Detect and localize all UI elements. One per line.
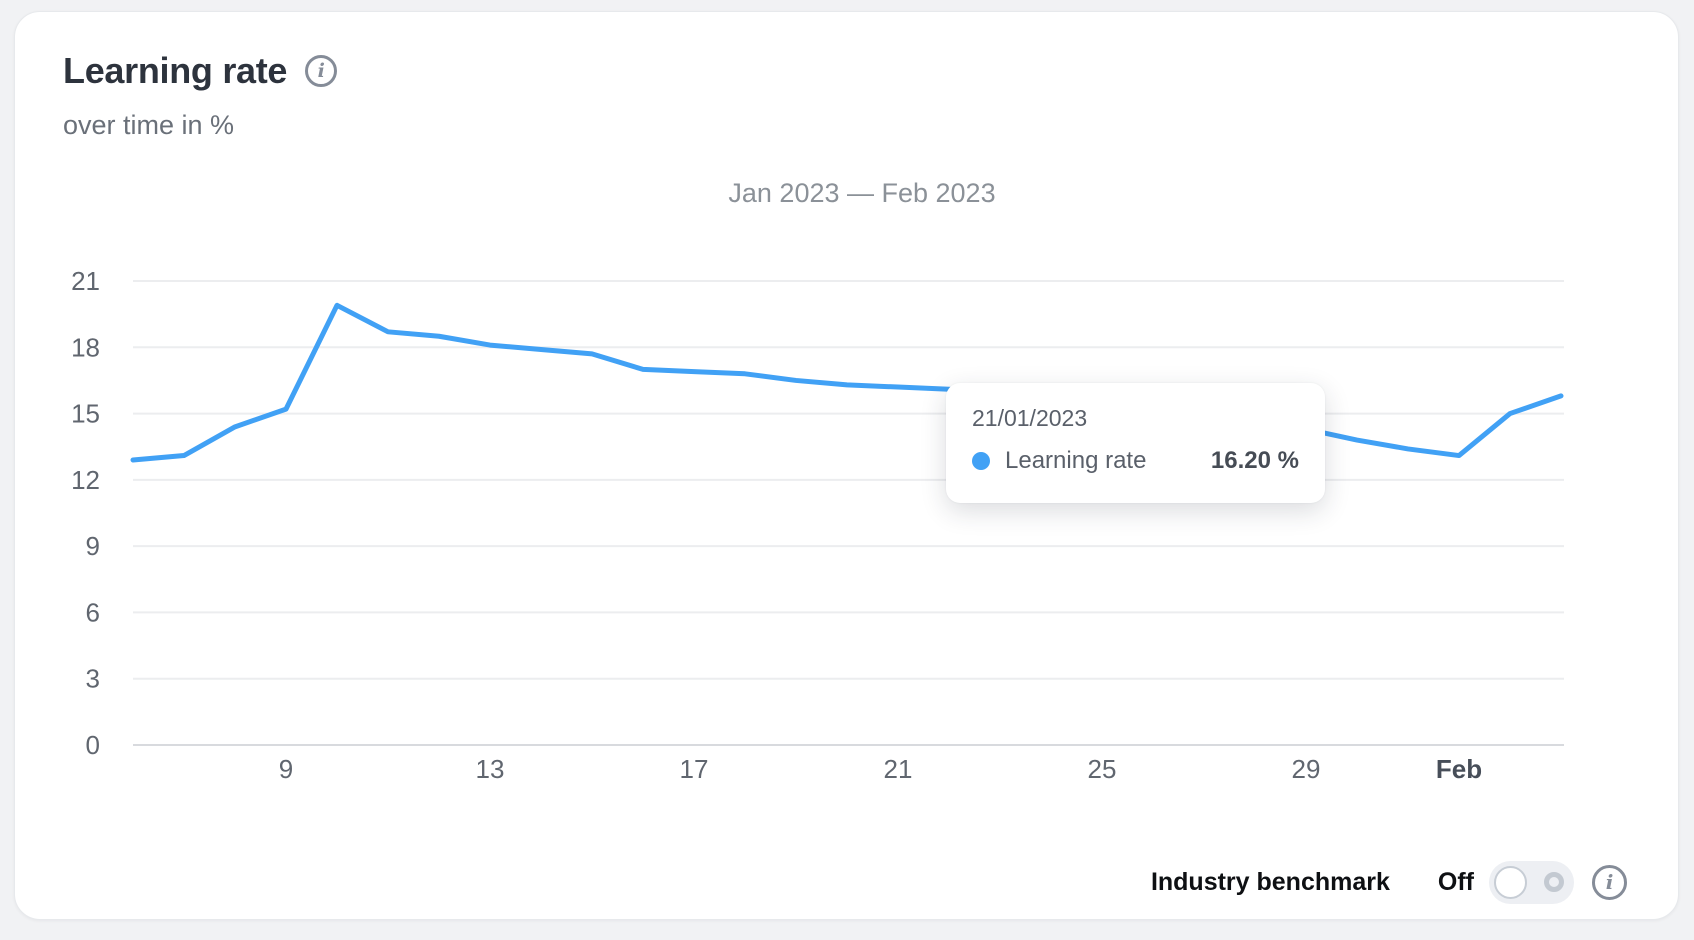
industry-benchmark-row: Industry benchmark Off i: [1151, 857, 1627, 907]
x-axis-labels: 9 13 17 21 25 29 Feb: [279, 754, 1482, 784]
chart-title: Jan 2023 — Feb 2023: [728, 178, 996, 208]
x-axis-label: 17: [680, 754, 709, 784]
y-axis-label: 18: [71, 332, 100, 362]
y-axis-label: 3: [86, 664, 100, 694]
y-axis-label: 6: [86, 597, 100, 627]
tooltip-series-label: Learning rate: [1005, 447, 1147, 474]
y-axis-label: 21: [71, 266, 100, 296]
x-axis-label: 13: [476, 754, 505, 784]
benchmark-info-icon[interactable]: i: [1592, 864, 1627, 900]
x-axis-label: 21: [884, 754, 913, 784]
series-line: [130, 302, 1564, 463]
tooltip-value: 16.20 %: [1210, 447, 1299, 474]
gridlines: [133, 280, 1564, 746]
y-axis-labels: 21 18 15 12 9 6 3 0: [71, 266, 100, 760]
benchmark-state-label: Off: [1437, 867, 1474, 896]
y-axis-label: 9: [86, 531, 100, 561]
x-axis-label: 25: [1088, 754, 1117, 784]
industry-benchmark-toggle[interactable]: [1489, 860, 1574, 904]
industry-benchmark-label: Industry benchmark: [1150, 867, 1390, 896]
series-dot-icon: [972, 452, 990, 470]
tooltip-date: 21/01/2023: [972, 405, 1088, 431]
x-axis-label: 29: [1292, 754, 1321, 784]
chart-card: Learning rate i over time in % Jan 2023 …: [14, 11, 1679, 920]
info-icon-glyph: i: [1605, 870, 1614, 894]
page-title: Learning rate: [63, 50, 288, 91]
toggle-off-indicator-icon: [1544, 872, 1564, 892]
page-subtitle: over time in %: [63, 110, 235, 140]
card-header: Learning rate i: [63, 50, 338, 92]
toggle-knob: [1494, 865, 1527, 899]
x-axis-label: Feb: [1436, 754, 1482, 784]
y-axis-label: 12: [71, 465, 100, 495]
y-axis-label: 15: [71, 399, 100, 429]
y-axis-label: 0: [86, 730, 100, 760]
info-icon-glyph: i: [317, 60, 325, 82]
title-info-icon[interactable]: i: [305, 55, 338, 87]
x-axis-label: 9: [279, 754, 293, 784]
tooltip: 21/01/2023 Learning rate 16.20 %: [946, 383, 1325, 503]
tooltip-row: Learning rate 16.20 %: [972, 447, 1299, 475]
